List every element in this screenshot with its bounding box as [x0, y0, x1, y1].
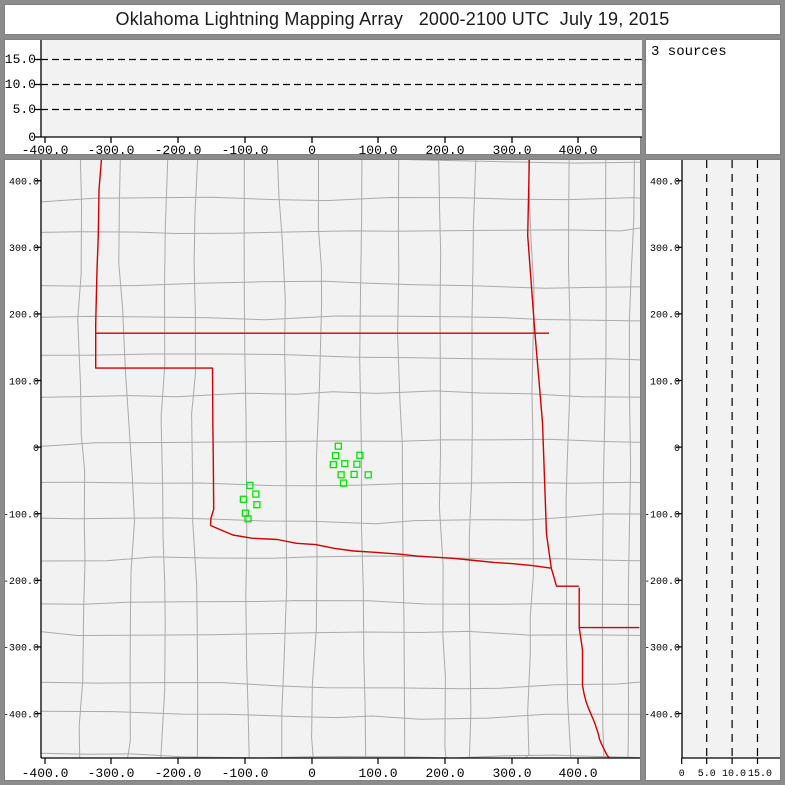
- svg-text:-300.0: -300.0: [88, 766, 135, 781]
- svg-text:5.0: 5.0: [698, 769, 716, 780]
- svg-text:15.0: 15.0: [5, 52, 36, 67]
- svg-text:-400.0: -400.0: [5, 710, 39, 721]
- svg-text:300.0: 300.0: [492, 143, 531, 156]
- svg-text:-200.0: -200.0: [155, 143, 202, 156]
- svg-text:-300.0: -300.0: [646, 644, 680, 655]
- svg-text:-100.0: -100.0: [5, 511, 39, 522]
- svg-text:400.0: 400.0: [558, 766, 597, 781]
- svg-text:100.0: 100.0: [358, 766, 397, 781]
- svg-text:300.0: 300.0: [492, 766, 531, 781]
- svg-text:200.0: 200.0: [425, 766, 464, 781]
- svg-text:-300.0: -300.0: [88, 143, 135, 156]
- svg-text:-100.0: -100.0: [646, 511, 680, 522]
- svg-text:-200.0: -200.0: [5, 577, 39, 588]
- svg-text:200.0: 200.0: [9, 311, 39, 322]
- svg-text:100.0: 100.0: [9, 377, 39, 388]
- svg-text:15.0: 15.0: [748, 769, 772, 780]
- svg-text:400.0: 400.0: [558, 143, 597, 156]
- svg-text:400.0: 400.0: [9, 178, 39, 189]
- svg-text:300.0: 300.0: [9, 244, 39, 255]
- svg-text:-200.0: -200.0: [155, 766, 202, 781]
- svg-text:0: 0: [33, 444, 39, 455]
- svg-text:10.0: 10.0: [5, 77, 36, 92]
- svg-text:-100.0: -100.0: [222, 143, 269, 156]
- svg-text:10.0: 10.0: [722, 769, 746, 780]
- svg-text:300.0: 300.0: [650, 244, 680, 255]
- svg-text:-400.0: -400.0: [22, 766, 69, 781]
- svg-text:100.0: 100.0: [650, 377, 680, 388]
- svg-text:0: 0: [679, 769, 685, 780]
- svg-text:-200.0: -200.0: [646, 577, 680, 588]
- svg-text:0: 0: [308, 143, 316, 156]
- svg-text:200.0: 200.0: [425, 143, 464, 156]
- svg-text:0: 0: [674, 444, 680, 455]
- svg-text:200.0: 200.0: [650, 311, 680, 322]
- svg-text:-400.0: -400.0: [646, 710, 680, 721]
- svg-text:5.0: 5.0: [13, 102, 36, 117]
- svg-text:400.0: 400.0: [650, 178, 680, 189]
- svg-text:-300.0: -300.0: [5, 644, 39, 655]
- svg-text:0: 0: [308, 766, 316, 781]
- svg-text:100.0: 100.0: [358, 143, 397, 156]
- svg-text:-100.0: -100.0: [222, 766, 269, 781]
- svg-text:-400.0: -400.0: [22, 143, 69, 156]
